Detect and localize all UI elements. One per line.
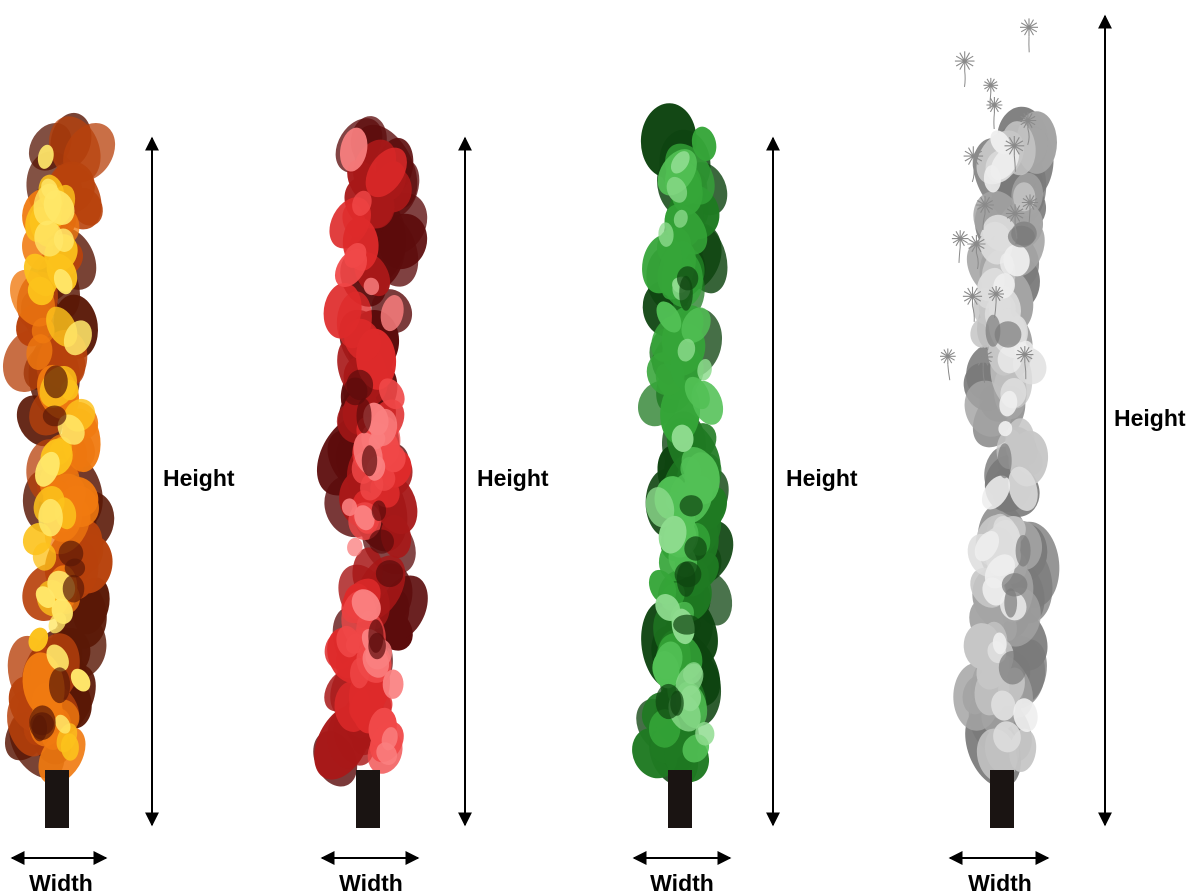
- red-flame-swirl: [372, 500, 386, 521]
- fire-nozzle: [45, 770, 69, 828]
- smoke-unit: Height Width: [940, 16, 1186, 892]
- red-height-label: Height: [477, 465, 549, 491]
- smoke-flame-swirl: [995, 321, 1022, 347]
- red-flame-swirl: [357, 398, 372, 433]
- red-width-label: Width: [339, 870, 403, 892]
- red-flame: [303, 110, 439, 794]
- red-unit: Height Width: [303, 110, 549, 892]
- green-unit: Height Width: [624, 102, 858, 892]
- fire-flame: [0, 109, 126, 793]
- green-flame-swirl: [673, 615, 701, 635]
- smoke-width-label: Width: [968, 870, 1032, 892]
- smoke-flame-swirl: [1016, 535, 1031, 567]
- red-flame-swirl: [368, 619, 383, 653]
- fire-unit: Height Width: [0, 109, 235, 892]
- confetti-star: [1020, 18, 1038, 52]
- confetti-star: [952, 230, 969, 263]
- smoke-height-label: Height: [1114, 405, 1186, 431]
- fire-flame-swirl: [43, 406, 67, 427]
- confetti-star: [940, 349, 956, 381]
- smoke-flame-swirl: [999, 651, 1027, 685]
- green-flame-swirl: [684, 536, 707, 560]
- confetti-star: [955, 51, 975, 87]
- green-flame-swirl: [677, 266, 698, 290]
- red-flame-swirl: [362, 445, 377, 476]
- fire-flame-swirl: [63, 575, 85, 603]
- green-flame-swirl: [656, 684, 682, 719]
- green-nozzle: [668, 770, 692, 828]
- fire-flame-blob: [38, 499, 63, 537]
- smoke-nozzle: [990, 770, 1014, 828]
- green-flame-swirl: [680, 495, 703, 516]
- red-flame-swirl: [376, 560, 403, 587]
- fire-flame-swirl: [59, 541, 84, 567]
- fire-height-label: Height: [163, 465, 235, 491]
- green-flame-swirl: [677, 562, 696, 597]
- smoke-flame-swirl: [1008, 226, 1035, 248]
- smoke-flame-swirl: [998, 443, 1012, 478]
- green-height-label: Height: [786, 465, 858, 491]
- smoke-flame-swirl: [1002, 573, 1028, 596]
- red-flame-swirl: [369, 530, 394, 554]
- fire-width-label: Width: [29, 870, 93, 892]
- green-flame: [624, 102, 746, 794]
- fire-flame-swirl: [30, 712, 54, 735]
- green-width-label: Width: [650, 870, 714, 892]
- fire-flame-swirl: [49, 667, 70, 703]
- red-nozzle: [356, 770, 380, 828]
- fire-flame-swirl: [44, 365, 68, 398]
